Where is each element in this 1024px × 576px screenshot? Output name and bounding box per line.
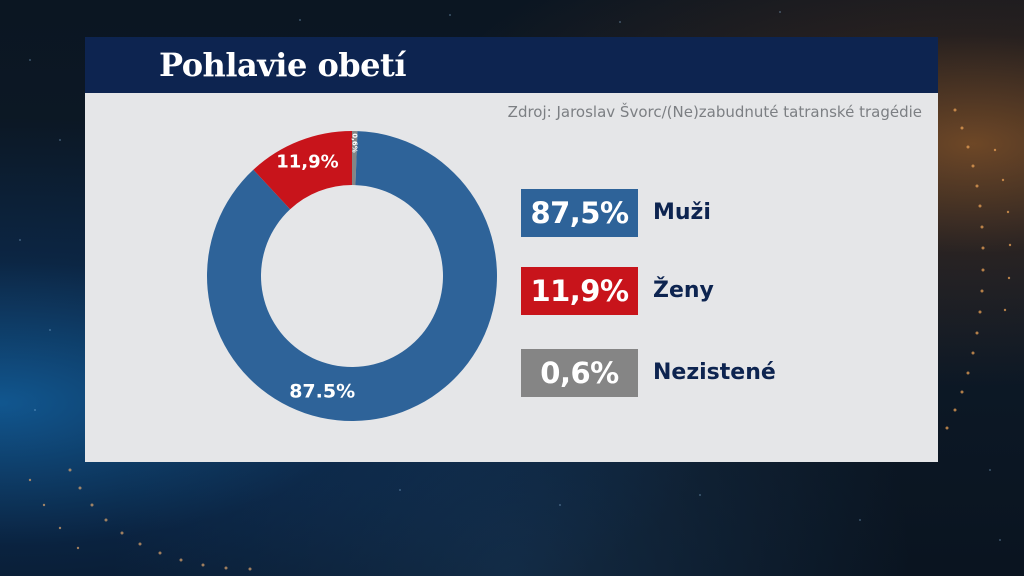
chart-title: Pohlavie obetí xyxy=(159,46,406,84)
donut-slice-women xyxy=(253,131,352,210)
source-note: Zdroj: Jaroslav Švorc/(Ne)zabudnuté tatr… xyxy=(507,103,922,121)
legend-label-women: Ženy xyxy=(653,278,714,303)
legend-label-unknown: Nezistené xyxy=(653,360,776,385)
header-bar: Pohlavie obetí xyxy=(85,37,938,93)
chart-panel: Zdroj: Jaroslav Švorc/(Ne)zabudnuté tatr… xyxy=(85,93,938,462)
legend-value-women: 11,9% xyxy=(521,267,638,315)
donut-chart: 87.5% 11,9% 0,6% xyxy=(207,131,497,421)
donut-slice-men xyxy=(207,131,497,421)
legend-value-men: 87,5% xyxy=(521,189,638,237)
donut-label-women: 11,9% xyxy=(276,151,338,172)
legend-label-men: Muži xyxy=(653,200,711,225)
donut-label-unknown: 0,6% xyxy=(351,133,359,152)
donut-label-men: 87.5% xyxy=(289,381,355,403)
donut-slice-unknown xyxy=(352,131,358,186)
legend-value-unknown: 0,6% xyxy=(521,349,638,397)
